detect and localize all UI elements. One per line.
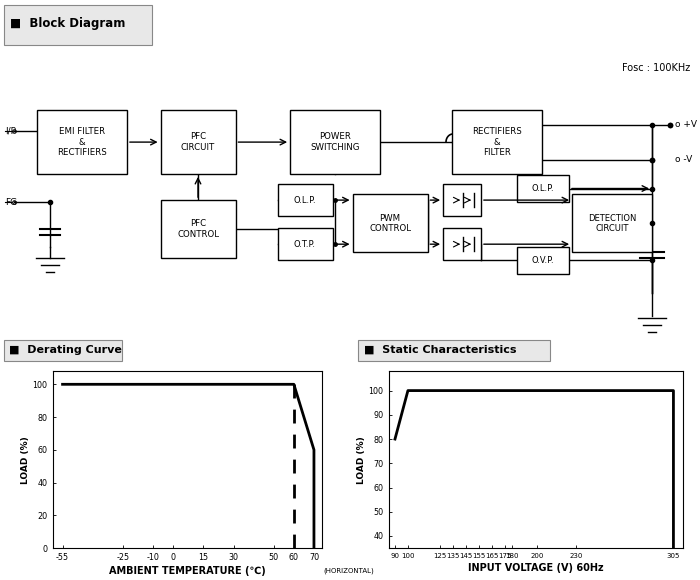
Text: PFC
CONTROL: PFC CONTROL [177, 219, 219, 239]
FancyBboxPatch shape [358, 340, 550, 361]
Text: PWM
CONTROL: PWM CONTROL [369, 213, 411, 233]
Text: ■  Derating Curve: ■ Derating Curve [9, 345, 122, 355]
FancyBboxPatch shape [572, 194, 652, 252]
FancyBboxPatch shape [452, 110, 542, 174]
Text: O.L.P.: O.L.P. [532, 184, 554, 193]
Text: o +V: o +V [675, 120, 697, 129]
Text: ■  Block Diagram: ■ Block Diagram [10, 17, 125, 30]
Text: PFC
CIRCUIT: PFC CIRCUIT [181, 132, 215, 152]
Text: ■  Static Characteristics: ■ Static Characteristics [364, 345, 517, 355]
FancyBboxPatch shape [160, 200, 235, 258]
FancyBboxPatch shape [277, 228, 332, 260]
Text: DETECTION
CIRCUIT: DETECTION CIRCUIT [588, 213, 636, 233]
FancyBboxPatch shape [290, 110, 380, 174]
Text: EMI FILTER
&
RECTIFIERS: EMI FILTER & RECTIFIERS [57, 127, 107, 157]
Text: Fosc : 100KHz: Fosc : 100KHz [622, 63, 690, 73]
FancyBboxPatch shape [517, 175, 569, 202]
FancyBboxPatch shape [443, 228, 481, 260]
FancyBboxPatch shape [353, 194, 428, 252]
Text: (HORIZONTAL): (HORIZONTAL) [323, 568, 374, 574]
FancyBboxPatch shape [37, 110, 127, 174]
Text: FG: FG [5, 198, 17, 207]
Y-axis label: LOAD (%): LOAD (%) [21, 436, 30, 484]
Text: o -V: o -V [675, 155, 692, 164]
Text: O.L.P.: O.L.P. [294, 195, 316, 205]
FancyBboxPatch shape [160, 110, 235, 174]
Text: O.T.P.: O.T.P. [294, 240, 316, 249]
FancyBboxPatch shape [4, 5, 152, 45]
FancyBboxPatch shape [277, 184, 332, 216]
X-axis label: INPUT VOLTAGE (V) 60Hz: INPUT VOLTAGE (V) 60Hz [468, 563, 603, 573]
FancyBboxPatch shape [4, 340, 122, 361]
X-axis label: AMBIENT TEMPERATURE (℃): AMBIENT TEMPERATURE (℃) [109, 566, 265, 576]
Text: POWER
SWITCHING: POWER SWITCHING [310, 132, 360, 152]
Text: I/P: I/P [5, 126, 16, 135]
Text: O.V.P.: O.V.P. [532, 256, 554, 265]
Text: RECTIFIERS
&
FILTER: RECTIFIERS & FILTER [472, 127, 522, 157]
FancyBboxPatch shape [517, 246, 569, 274]
Y-axis label: LOAD (%): LOAD (%) [357, 436, 366, 484]
FancyBboxPatch shape [443, 184, 481, 216]
